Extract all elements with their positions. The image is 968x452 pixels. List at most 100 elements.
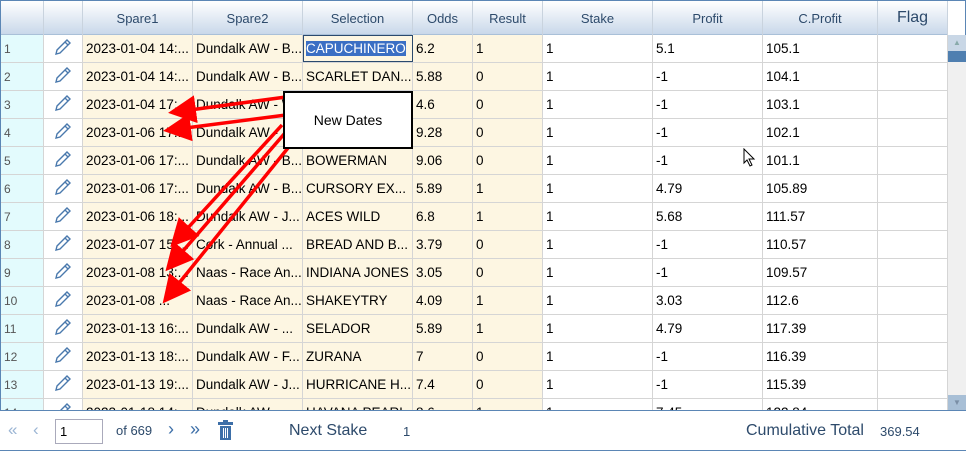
spare1-cell[interactable]: 2023-01-13 18:... bbox=[83, 343, 193, 370]
selection-cell[interactable]: SELADOR bbox=[303, 315, 413, 342]
cprofit-cell[interactable]: 105.1 bbox=[763, 35, 878, 62]
column-header[interactable]: Flag bbox=[878, 1, 948, 35]
table-row[interactable]: 10 2023-01-08 ... Naas - Race An... SHAKEYT… bbox=[1, 287, 948, 315]
odds-cell[interactable]: 8.6 bbox=[413, 399, 473, 411]
prev-page-icon[interactable]: ‹ bbox=[33, 420, 39, 439]
stake-cell[interactable]: 1 bbox=[543, 63, 653, 90]
edit-row-button[interactable] bbox=[44, 175, 83, 202]
edit-row-button[interactable] bbox=[44, 315, 83, 342]
stake-cell[interactable]: 1 bbox=[543, 91, 653, 118]
stake-cell[interactable]: 1 bbox=[543, 35, 653, 62]
cprofit-cell[interactable]: 117.39 bbox=[763, 315, 878, 342]
column-header[interactable]: Profit bbox=[653, 1, 763, 35]
last-page-icon[interactable]: » bbox=[190, 419, 201, 439]
stake-cell[interactable]: 1 bbox=[543, 203, 653, 230]
row-number[interactable]: 9 bbox=[1, 259, 44, 286]
column-header[interactable]: Odds bbox=[413, 1, 473, 35]
column-header[interactable]: Spare2 bbox=[193, 1, 303, 35]
result-cell[interactable]: 1 bbox=[473, 315, 543, 342]
row-number[interactable]: 1 bbox=[1, 35, 44, 62]
profit-cell[interactable]: 5.1 bbox=[653, 35, 763, 62]
page-input[interactable]: 1 bbox=[55, 419, 103, 444]
selection-cell[interactable]: HAVANA PEARL bbox=[303, 399, 413, 411]
flag-cell[interactable] bbox=[878, 175, 948, 202]
scroll-up-icon[interactable]: ▲ bbox=[948, 35, 966, 51]
profit-cell[interactable]: 5.68 bbox=[653, 203, 763, 230]
row-number[interactable]: 5 bbox=[1, 147, 44, 174]
cprofit-cell[interactable]: 111.57 bbox=[763, 203, 878, 230]
column-header[interactable]: C.Profit bbox=[763, 1, 878, 35]
edit-row-button[interactable] bbox=[44, 63, 83, 90]
edit-row-button[interactable] bbox=[44, 147, 83, 174]
spare2-cell[interactable]: Naas - Race An... bbox=[193, 259, 303, 286]
cprofit-cell[interactable]: 105.89 bbox=[763, 175, 878, 202]
selection-cell[interactable]: CURSORY EX... bbox=[303, 175, 413, 202]
result-cell[interactable]: 0 bbox=[473, 147, 543, 174]
odds-cell[interactable]: 4.6 bbox=[413, 91, 473, 118]
stake-cell[interactable]: 1 bbox=[543, 287, 653, 314]
cprofit-cell[interactable]: 122.84 bbox=[763, 399, 878, 411]
table-row[interactable]: 12 2023-01-13 18:... Dundalk AW - F... ZURA… bbox=[1, 343, 948, 371]
flag-cell[interactable] bbox=[878, 343, 948, 370]
flag-cell[interactable] bbox=[878, 259, 948, 286]
column-header[interactable]: Selection bbox=[303, 1, 413, 35]
stake-cell[interactable]: 1 bbox=[543, 119, 653, 146]
result-cell[interactable]: 0 bbox=[473, 91, 543, 118]
table-row[interactable]: 14 2023-01-18 14:...Dundalk AW...HAVANA P… bbox=[1, 399, 948, 411]
row-number[interactable]: 11 bbox=[1, 315, 44, 342]
cprofit-cell[interactable]: 112.6 bbox=[763, 287, 878, 314]
cprofit-cell[interactable]: 115.39 bbox=[763, 371, 878, 398]
scroll-down-icon[interactable]: ▼ bbox=[948, 395, 966, 411]
column-header[interactable] bbox=[44, 1, 83, 35]
spare2-cell[interactable]: Dundalk AW - B... bbox=[193, 35, 303, 62]
odds-cell[interactable]: 5.88 bbox=[413, 63, 473, 90]
result-cell[interactable]: 1 bbox=[473, 203, 543, 230]
cprofit-cell[interactable]: 104.1 bbox=[763, 63, 878, 90]
row-number[interactable]: 6 bbox=[1, 175, 44, 202]
profit-cell[interactable]: -1 bbox=[653, 343, 763, 370]
edit-row-button[interactable] bbox=[44, 91, 83, 118]
result-cell[interactable]: 0 bbox=[473, 119, 543, 146]
profit-cell[interactable]: 4.79 bbox=[653, 175, 763, 202]
stake-cell[interactable]: 1 bbox=[543, 259, 653, 286]
row-number[interactable]: 14 bbox=[1, 399, 44, 411]
cprofit-cell[interactable]: 103.1 bbox=[763, 91, 878, 118]
odds-cell[interactable]: 5.89 bbox=[413, 315, 473, 342]
edit-row-button[interactable] bbox=[44, 203, 83, 230]
profit-cell[interactable]: -1 bbox=[653, 231, 763, 258]
table-row[interactable]: 11 2023-01-13 16:... Dundalk AW - ... SELAD… bbox=[1, 315, 948, 343]
result-cell[interactable]: 0 bbox=[473, 231, 543, 258]
stake-cell[interactable]: 1 bbox=[543, 399, 653, 411]
odds-cell[interactable]: 7.4 bbox=[413, 371, 473, 398]
profit-cell[interactable]: -1 bbox=[653, 371, 763, 398]
odds-cell[interactable]: 3.79 bbox=[413, 231, 473, 258]
table-row[interactable]: 8 2023-01-07 15:... Cork - Annual ... BREAD… bbox=[1, 231, 948, 259]
odds-cell[interactable]: 6.8 bbox=[413, 203, 473, 230]
spare1-cell[interactable]: 2023-01-13 16:... bbox=[83, 315, 193, 342]
edit-row-button[interactable] bbox=[44, 343, 83, 370]
selection-cell[interactable]: BREAD AND B... bbox=[303, 231, 413, 258]
spare1-cell[interactable]: 2023-01-04 14:... bbox=[83, 35, 193, 62]
odds-cell[interactable]: 4.09 bbox=[413, 287, 473, 314]
odds-cell[interactable]: 5.89 bbox=[413, 175, 473, 202]
edit-row-button[interactable] bbox=[44, 259, 83, 286]
selection-cell[interactable]: ZURANA bbox=[303, 343, 413, 370]
profit-cell[interactable]: -1 bbox=[653, 63, 763, 90]
result-cell[interactable]: 0 bbox=[473, 343, 543, 370]
flag-cell[interactable] bbox=[878, 119, 948, 146]
result-cell[interactable]: 0 bbox=[473, 371, 543, 398]
selection-cell[interactable]: HURRICANE H... bbox=[303, 371, 413, 398]
spare2-cell[interactable]: Dundalk AW - J... bbox=[193, 371, 303, 398]
scroll-thumb[interactable] bbox=[948, 51, 966, 62]
spare2-cell[interactable]: Dundalk AW - F... bbox=[193, 343, 303, 370]
selection-cell[interactable]: INDIANA JONES bbox=[303, 259, 413, 286]
odds-cell[interactable]: 3.05 bbox=[413, 259, 473, 286]
spare1-cell[interactable]: 2023-01-18 14:... bbox=[83, 399, 193, 411]
selection-cell[interactable]: SCARLET DAN... bbox=[303, 63, 413, 90]
next-page-icon[interactable]: › bbox=[168, 419, 174, 439]
flag-cell[interactable] bbox=[878, 35, 948, 62]
table-row[interactable]: 1 2023-01-04 14:... Dundalk AW - B... CAPUC… bbox=[1, 35, 948, 63]
column-header[interactable]: Stake bbox=[543, 1, 653, 35]
flag-cell[interactable] bbox=[878, 399, 948, 411]
result-cell[interactable]: 1 bbox=[473, 399, 543, 411]
